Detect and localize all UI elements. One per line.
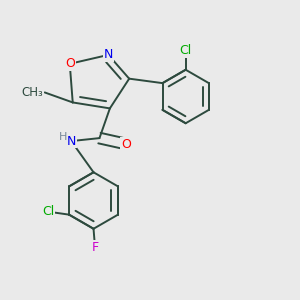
Text: O: O	[121, 138, 131, 151]
Text: H: H	[59, 132, 67, 142]
Text: F: F	[92, 241, 99, 254]
Text: Cl: Cl	[179, 44, 192, 57]
Text: CH₃: CH₃	[22, 86, 43, 99]
Text: N: N	[67, 135, 76, 148]
Text: O: O	[65, 57, 75, 70]
Text: Cl: Cl	[42, 205, 54, 218]
Text: N: N	[104, 48, 113, 62]
